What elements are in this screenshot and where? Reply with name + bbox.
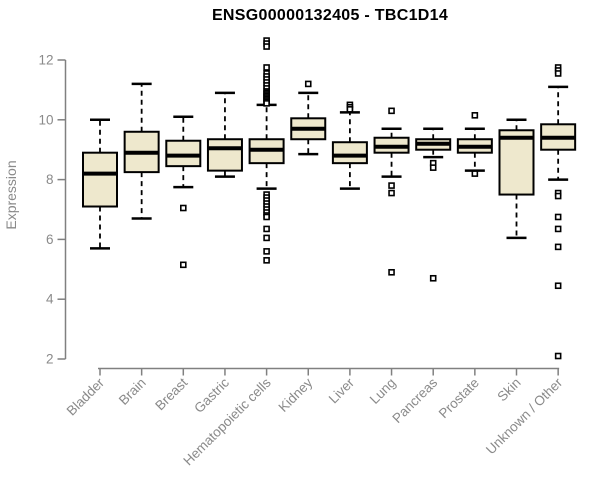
y-tick-label: 10 [38, 112, 53, 127]
box-bladder [82, 151, 118, 208]
x-tick-label: Kidney [276, 375, 316, 415]
x-tick-label: Brain [116, 375, 149, 408]
outlier-point [388, 268, 395, 276]
y-tick-label: 4 [46, 292, 54, 307]
y-tick-label: 12 [38, 53, 53, 68]
outlier-point [554, 70, 562, 77]
outlier-point [554, 225, 562, 233]
x-tick-label: Prostate [436, 375, 482, 421]
x-tick-label: Lung [367, 375, 399, 407]
x-tick-label: Gastric [191, 375, 232, 416]
y-tick-label: 6 [46, 232, 54, 247]
outlier-point [429, 164, 437, 171]
outlier-point [263, 100, 270, 107]
outlier-point [304, 80, 312, 88]
outlier-point [554, 282, 562, 290]
box-gastric [206, 138, 243, 172]
box-skin [498, 129, 535, 196]
outlier-point [263, 248, 270, 255]
y-tick-label: 8 [46, 172, 54, 187]
outlier-point [554, 243, 562, 251]
box-breast [165, 139, 202, 168]
outlier-point [388, 107, 395, 115]
outlier-point [388, 189, 395, 197]
outlier-point [554, 192, 562, 200]
outlier-point [263, 225, 270, 233]
outlier-point [263, 43, 270, 50]
outlier-point [554, 213, 562, 221]
outlier-point [471, 170, 479, 177]
outlier-point [263, 234, 270, 242]
outlier-point [471, 112, 479, 119]
outlier-point [429, 274, 437, 282]
y-tick-label: 2 [46, 352, 54, 367]
x-tick-label: Liver [326, 375, 358, 407]
x-tick-label: Pancreas [389, 375, 440, 426]
box-liver [331, 141, 368, 165]
outlier-point [180, 204, 187, 212]
x-tick-label: Breast [152, 375, 190, 413]
outlier-point [346, 106, 354, 113]
chart-title: ENSG00000132405 - TBC1D14 [211, 7, 449, 24]
x-tick-label: Bladder [64, 375, 108, 419]
outlier-point [180, 261, 187, 269]
x-tick-label: Unknown / Other [483, 375, 566, 458]
outlier-point [263, 257, 270, 264]
outlier-point [263, 213, 270, 221]
outlier-point [263, 64, 270, 71]
outlier-point [388, 182, 395, 189]
x-tick-label: Skin [494, 375, 523, 404]
outlier-point [554, 352, 562, 360]
